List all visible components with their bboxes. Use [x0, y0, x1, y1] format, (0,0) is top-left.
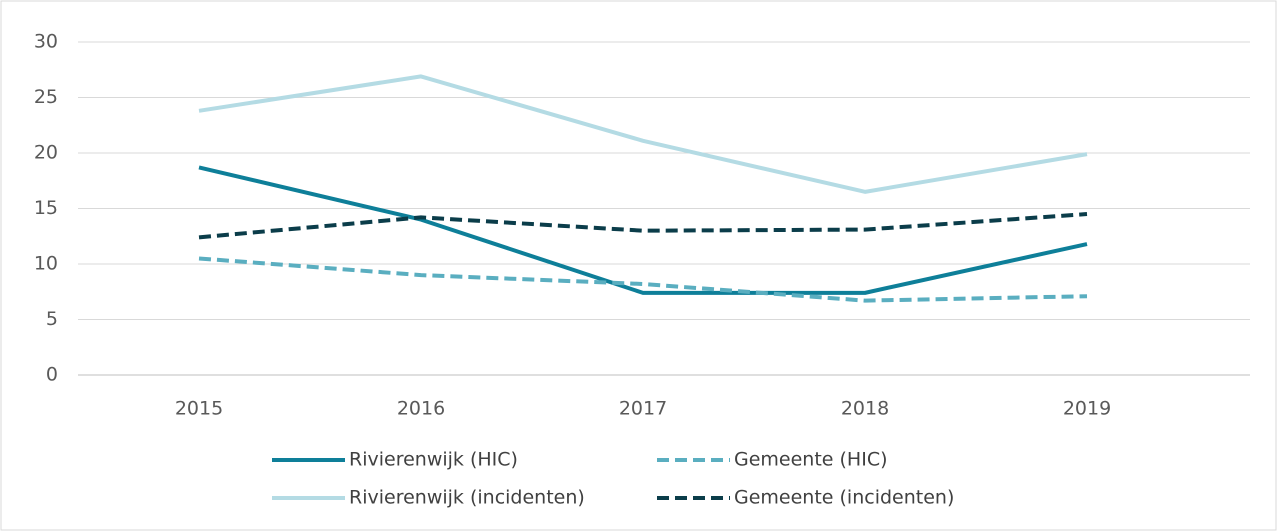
x-tick-label: 2019 — [1063, 398, 1111, 420]
series-line — [198, 256, 1088, 303]
x-tick-label: 2018 — [841, 398, 889, 420]
series-line — [198, 74, 1088, 194]
x-tick-label: 2017 — [619, 398, 667, 420]
x-tick-label: 2015 — [175, 398, 223, 420]
y-tick-label: 0 — [46, 364, 58, 386]
y-tick-label: 5 — [46, 308, 58, 330]
y-tick-label: 25 — [34, 86, 58, 108]
x-tick-label: 2016 — [397, 398, 445, 420]
series-line — [198, 212, 1088, 240]
series-line — [198, 165, 1088, 295]
y-tick-label: 30 — [34, 31, 58, 53]
legend-label: Gemeente (incidenten) — [734, 487, 954, 509]
legend-label: Gemeente (HIC) — [734, 449, 888, 471]
legend-label: Rivierenwijk (HIC) — [349, 449, 518, 471]
y-tick-label: 20 — [34, 142, 58, 164]
legend-label: Rivierenwijk (incidenten) — [349, 487, 585, 509]
y-tick-label: 10 — [34, 253, 58, 275]
y-tick-label: 15 — [34, 197, 58, 219]
